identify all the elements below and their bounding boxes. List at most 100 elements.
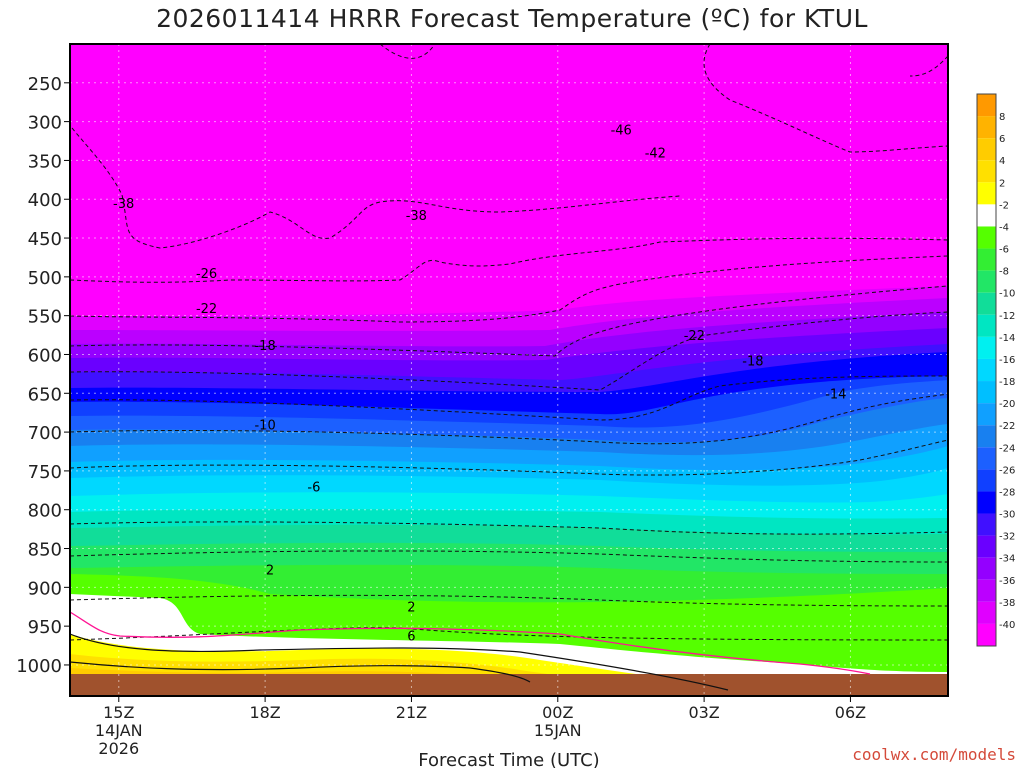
colorbar-label-9: -12	[999, 311, 1015, 322]
colorbar-label-0: 8	[999, 112, 1005, 123]
contour-plus	[70, 633, 729, 691]
colorbar-swatch-18	[977, 491, 996, 514]
x-tick-label-0: 15Z	[103, 703, 134, 722]
y-tick-label-950: 950	[28, 617, 62, 638]
x-tick-label-1: 18Z	[249, 703, 280, 722]
contour-label-1: -42	[645, 147, 666, 162]
contour-plus-6	[70, 661, 531, 683]
colorbar-swatch-8	[977, 270, 996, 293]
colorbar-swatch-3	[977, 160, 996, 183]
contours	[70, 44, 948, 641]
contour-label-8: -18	[742, 355, 763, 370]
colorbar-swatch-5	[977, 204, 996, 227]
contour-minus-38	[70, 285, 948, 357]
colorbar-label-21: -36	[999, 576, 1015, 587]
colorbar-swatch-15	[977, 425, 996, 448]
x-axis-label: Forecast Time (UTC)	[418, 750, 599, 768]
y-axis: 250 300 350 400 450 500 550 600 650 700 750 800 850 9…	[16, 74, 70, 677]
x-tick-sublabel-0-0: 14JAN	[95, 721, 143, 740]
contour-minus-26	[70, 393, 948, 445]
colorbar-label-15: -24	[999, 443, 1015, 454]
colorbar-swatch-9	[977, 292, 996, 315]
y-tick-label-900: 900	[28, 578, 62, 599]
colorbar-swatch-11	[977, 336, 996, 359]
colorbar-label-13: -20	[999, 399, 1015, 410]
contour-plus-2	[70, 633, 729, 691]
y-tick-label-600: 600	[28, 345, 62, 366]
colorbar-swatch-12	[977, 358, 996, 382]
colorbar-swatch-14	[977, 403, 996, 426]
colorbar-label-4: -2	[999, 200, 1009, 211]
contour-labels: -46 -42 -38 -38 -26 -22 -22 -18 -18 -14 -10 -6 2 2 6	[113, 123, 846, 644]
colorbar-label-7: -8	[999, 267, 1009, 278]
y-tick-label-350: 350	[28, 151, 62, 172]
colorbar-label-8: -10	[999, 289, 1015, 300]
contour-minus-14	[70, 550, 948, 563]
contour-minus-50-a	[379, 44, 436, 59]
colorbar-frame	[976, 93, 997, 647]
contour-label-4: -26	[196, 267, 217, 282]
contour-label-11: -6	[307, 480, 320, 495]
contour-label-13: 2	[407, 601, 415, 616]
colorbar-swatch-0	[977, 94, 996, 117]
colorbar-swatch-21	[977, 557, 996, 580]
contour-minus-10	[70, 594, 948, 607]
colorbar-swatch-20	[977, 535, 996, 558]
y-tick-label-700: 700	[28, 423, 62, 444]
contour-minus-50-d	[909, 55, 948, 77]
colorbar-swatch-24	[977, 623, 996, 646]
y-tick-label-250: 250	[28, 74, 62, 95]
colorbar-label-3: 2	[999, 178, 1005, 189]
contour-minus-22	[70, 439, 948, 476]
y-tick-label-650: 650	[28, 384, 62, 405]
contour-label-5: -22	[196, 302, 217, 317]
grid	[70, 44, 948, 696]
colorbar-label-16: -26	[999, 465, 1015, 476]
y-tick-label-450: 450	[28, 229, 62, 250]
colorbar-label-12: -18	[999, 377, 1015, 388]
contour-label-14: 6	[407, 629, 415, 644]
contour-minus-50-b	[71, 127, 681, 249]
x-tick-label-4: 03Z	[688, 703, 719, 722]
contour-label-2: -38	[113, 197, 134, 212]
contour-minus-18	[70, 521, 948, 535]
x-tick-label-2: 21Z	[396, 703, 427, 722]
y-tick-label-850: 850	[28, 540, 62, 561]
y-tick-label-300: 300	[28, 113, 62, 134]
y-tick-label-550: 550	[28, 307, 62, 328]
y-tick-label-1000: 1000	[16, 656, 62, 677]
contour-label-3: -38	[406, 209, 427, 224]
contour-zero	[70, 611, 871, 675]
x-tick-label-3: 00Z	[542, 703, 573, 722]
contour-label-9: -14	[825, 387, 846, 402]
colorbar-swatch-2	[977, 138, 996, 161]
x-tick-label-5: 06Z	[835, 703, 866, 722]
y-tick-label-800: 800	[28, 501, 62, 522]
colorbar-swatch-17	[977, 469, 996, 492]
contour-label-6: -22	[684, 329, 705, 344]
colorbar-swatch-6	[977, 226, 996, 249]
colorbar: 8 6 4 2 -2 -4 -6 -8 -10 -12 -14 -16 -18 -20 -22 -24 -26 -…	[976, 93, 1015, 647]
contour-label-12: 2	[266, 563, 274, 578]
contour-minus-46	[70, 237, 948, 283]
colorbar-swatch-13	[977, 381, 996, 404]
colorbar-label-20: -34	[999, 554, 1015, 565]
colorbar-swatch-10	[977, 314, 996, 337]
y-tick-label-750: 750	[28, 462, 62, 483]
temperature-field: -46 -42 -38 -38 -26 -22 -22 -18 -18 -14 -10 -6 2 2 6	[70, 44, 948, 696]
colorbar-swatch-4	[977, 182, 996, 205]
colorbar-label-10: -14	[999, 333, 1015, 344]
colorbar-swatch-23	[977, 601, 996, 624]
watermark: coolwx.com/models	[852, 745, 1016, 764]
plot-frame	[69, 43, 949, 697]
contour-minus-34	[70, 311, 948, 391]
colorbar-label-2: 4	[999, 156, 1005, 167]
colorbar-label-11: -16	[999, 355, 1015, 366]
colorbar-label-5: -4	[999, 222, 1009, 233]
colorbar-label-14: -22	[999, 421, 1015, 432]
colorbar-label-17: -28	[999, 487, 1015, 498]
y-tick-label-400: 400	[28, 190, 62, 211]
contour-label-10: -10	[254, 418, 275, 433]
ground	[70, 674, 948, 696]
